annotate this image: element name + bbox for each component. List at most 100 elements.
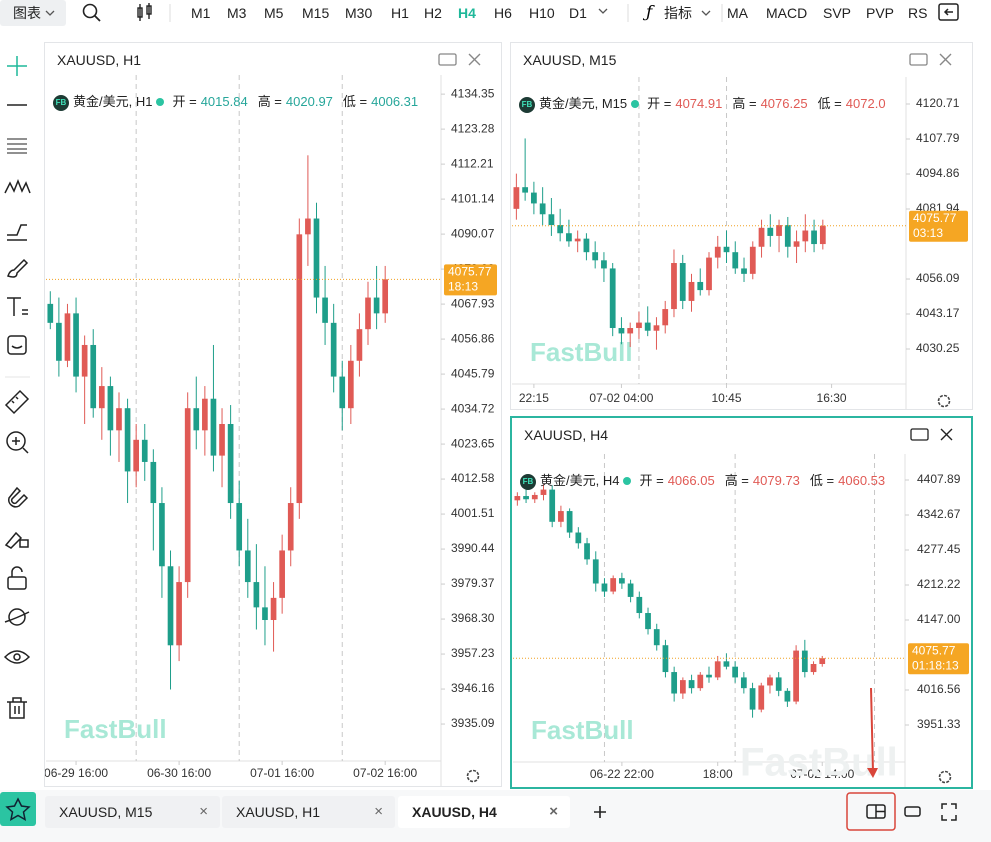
settings-button[interactable] bbox=[466, 769, 480, 783]
magnet-tool[interactable] bbox=[8, 486, 29, 508]
pattern-tool[interactable] bbox=[4, 178, 31, 194]
lock-tool[interactable] bbox=[7, 576, 27, 590]
timeframe-button[interactable]: H2 bbox=[424, 5, 442, 21]
toolbar-icons: ƒ bbox=[45, 0, 991, 26]
dropdown-icon[interactable] bbox=[45, 10, 55, 16]
timeframe-button[interactable]: M3 bbox=[227, 5, 247, 21]
timeframe-button[interactable]: H1 bbox=[391, 5, 409, 21]
candle-body bbox=[549, 489, 556, 522]
legend-label: 高 = bbox=[724, 473, 749, 488]
tab[interactable]: XAUUSD, H4 × bbox=[398, 796, 570, 828]
candle-body bbox=[697, 281, 704, 291]
timeframe-button[interactable]: H10 bbox=[529, 5, 555, 21]
timeframe-button[interactable]: M15 bbox=[302, 5, 330, 21]
y-tick-label: 3990.44 bbox=[451, 541, 495, 555]
timeframe-button[interactable]: M1 bbox=[191, 5, 211, 21]
chart-menu[interactable] bbox=[0, 0, 66, 26]
timeframe-button[interactable]: H6 bbox=[494, 5, 512, 21]
tab-label[interactable]: XAUUSD, H4 bbox=[412, 804, 497, 820]
candle-type-icon[interactable] bbox=[137, 3, 152, 21]
eye-tool[interactable] bbox=[13, 653, 21, 661]
candle-body bbox=[592, 252, 599, 261]
candle-body bbox=[150, 461, 157, 504]
hide-tool[interactable] bbox=[8, 608, 26, 626]
fib-tool[interactable] bbox=[7, 138, 27, 154]
indicator-button[interactable]: PVP bbox=[866, 5, 895, 21]
zoom-tool[interactable] bbox=[6, 431, 26, 451]
search-icon[interactable] bbox=[94, 15, 101, 22]
delete-tool[interactable] bbox=[7, 697, 27, 719]
y-tick-label: 4012.58 bbox=[451, 471, 495, 485]
candle-body bbox=[514, 496, 521, 501]
star-icon[interactable] bbox=[5, 797, 31, 821]
exit-icon[interactable] bbox=[938, 3, 959, 21]
lock-tool[interactable] bbox=[11, 566, 23, 577]
indicator-button[interactable]: RS bbox=[908, 5, 928, 21]
candle-body bbox=[662, 309, 669, 326]
candle-body bbox=[262, 607, 268, 621]
candle-body bbox=[227, 424, 234, 504]
close-button[interactable] bbox=[940, 428, 953, 441]
indicator-button[interactable]: MA bbox=[727, 5, 748, 21]
tab-close[interactable]: × bbox=[374, 803, 383, 820]
restore-button[interactable] bbox=[910, 428, 929, 441]
drawing-tools bbox=[3, 56, 31, 719]
zoom-tool[interactable] bbox=[12, 437, 29, 454]
timeframe-button[interactable]: M5 bbox=[264, 5, 284, 21]
search-icon[interactable] bbox=[82, 3, 98, 19]
candle-body bbox=[253, 582, 260, 608]
y-tick-label: 4056.09 bbox=[916, 271, 960, 285]
add-tab[interactable] bbox=[594, 806, 606, 818]
hide-tool[interactable] bbox=[4, 611, 30, 623]
candle-body bbox=[557, 225, 564, 234]
emoji-tool[interactable] bbox=[11, 345, 23, 349]
eye-tool[interactable] bbox=[3, 650, 31, 664]
close-button[interactable] bbox=[939, 53, 952, 66]
tab-label[interactable]: XAUUSD, H1 bbox=[236, 804, 321, 820]
brush-tool[interactable] bbox=[7, 258, 29, 278]
settings-button[interactable] bbox=[937, 394, 951, 408]
timeframe-button[interactable]: M30 bbox=[345, 5, 373, 21]
restore-button[interactable] bbox=[909, 53, 928, 66]
timeframe-button[interactable]: D1 bbox=[569, 5, 587, 21]
candle-body bbox=[784, 690, 791, 702]
candle-body bbox=[90, 344, 97, 409]
overlay-watermark: FastBull bbox=[740, 741, 898, 785]
emoji-tool[interactable] bbox=[7, 335, 27, 355]
tab[interactable]: XAUUSD, H1 × bbox=[222, 796, 395, 828]
dropdown-icon[interactable] bbox=[598, 8, 608, 14]
crosshair-tool[interactable] bbox=[7, 56, 27, 76]
tab-close[interactable]: × bbox=[199, 803, 208, 820]
candle-body bbox=[784, 225, 791, 247]
indicator-button[interactable]: MACD bbox=[766, 5, 808, 21]
legend-value: 4066.05 bbox=[667, 473, 715, 488]
candle-body bbox=[819, 225, 826, 245]
chart-menu-label[interactable]: 图表 bbox=[13, 5, 41, 21]
indicator-menu[interactable]: 指标 bbox=[664, 5, 692, 21]
layout-button[interactable] bbox=[875, 805, 885, 818]
ruler-tool[interactable] bbox=[4, 389, 30, 415]
candle-body bbox=[653, 325, 660, 331]
candle-body bbox=[270, 597, 277, 621]
lock-draw-tool[interactable] bbox=[4, 531, 29, 549]
text-tool[interactable] bbox=[7, 297, 28, 316]
projection-tool[interactable] bbox=[7, 224, 27, 241]
indicator-button[interactable]: SVP bbox=[823, 5, 852, 21]
x-tick-label: 22:15 bbox=[519, 391, 549, 405]
legend-symbol: 黄金/美元, M15 bbox=[539, 96, 628, 111]
function-icon[interactable]: ƒ bbox=[642, 3, 655, 23]
tab-close[interactable]: × bbox=[549, 803, 558, 820]
candle-body bbox=[313, 218, 320, 298]
candle-body bbox=[636, 322, 642, 329]
restore-button[interactable] bbox=[438, 53, 457, 66]
dropdown-icon[interactable] bbox=[701, 10, 711, 16]
tab[interactable]: XAUUSD, M15 × bbox=[45, 796, 220, 828]
countdown-label: 18:13 bbox=[448, 279, 478, 293]
candle-body bbox=[81, 344, 88, 377]
close-button[interactable] bbox=[468, 53, 481, 66]
settings-button[interactable] bbox=[938, 770, 952, 784]
fullscreen-button[interactable] bbox=[941, 803, 957, 821]
timeframe-button[interactable]: H4 bbox=[458, 5, 476, 21]
tab-label[interactable]: XAUUSD, M15 bbox=[59, 804, 153, 820]
single-layout-button[interactable] bbox=[904, 806, 921, 817]
